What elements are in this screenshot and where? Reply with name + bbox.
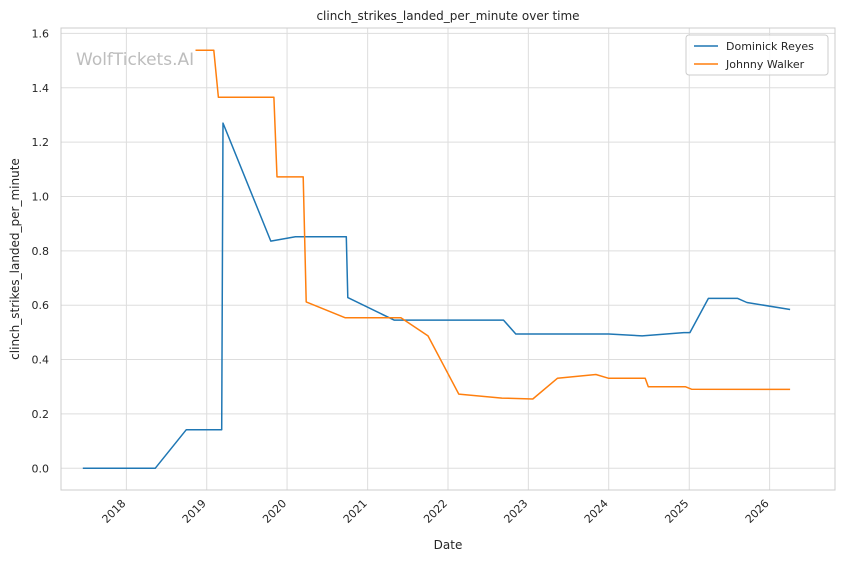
x-tick-label: 2019 bbox=[180, 497, 209, 526]
x-gridlines bbox=[125, 28, 771, 490]
legend-label: Dominick Reyes bbox=[726, 40, 814, 53]
y-axis-label: clinch_strikes_landed_per_minute bbox=[8, 158, 22, 360]
x-tick-label: 2026 bbox=[743, 497, 772, 526]
y-tick-label: 0.4 bbox=[32, 354, 50, 367]
chart-title: clinch_strikes_landed_per_minute over ti… bbox=[316, 9, 579, 23]
legend: Dominick Reyes Johnny Walker bbox=[685, 34, 829, 76]
series-line-dominick-reyes bbox=[82, 122, 791, 470]
y-tick-label: 0.2 bbox=[32, 408, 50, 421]
series-line-johnny-walker bbox=[195, 49, 791, 400]
y-tick-label: 1.0 bbox=[32, 190, 50, 203]
y-tick-label: 1.6 bbox=[32, 27, 50, 40]
x-tick-label: 2023 bbox=[501, 497, 530, 526]
x-tick-label: 2022 bbox=[421, 497, 450, 526]
watermark-text: WolfTickets.AI bbox=[76, 50, 194, 70]
y-tick-label: 1.2 bbox=[32, 136, 50, 149]
y-gridlines bbox=[61, 32, 835, 469]
y-tick-label: 0.8 bbox=[32, 245, 50, 258]
legend-label: Johnny Walker bbox=[725, 58, 805, 71]
x-tick-label: 2020 bbox=[260, 497, 289, 526]
y-tick-label: 0.0 bbox=[32, 462, 50, 475]
x-tick-labels: 2018 2019 2020 2021 2022 2023 2024 2025 2026 bbox=[100, 497, 772, 526]
y-tick-labels: 0.0 0.2 0.4 0.6 0.8 1.0 1.2 1.4 1.6 bbox=[32, 27, 50, 475]
x-tick-label: 2018 bbox=[100, 497, 129, 526]
y-tick-label: 0.6 bbox=[32, 299, 50, 312]
x-tick-label: 2024 bbox=[582, 497, 611, 526]
x-tick-label: 2025 bbox=[662, 497, 691, 526]
x-tick-label: 2021 bbox=[341, 497, 370, 526]
series-lines bbox=[82, 49, 791, 470]
x-axis-label: Date bbox=[434, 538, 463, 552]
legend-box bbox=[685, 34, 829, 76]
plot-area-frame bbox=[60, 27, 836, 491]
y-tick-label: 1.4 bbox=[32, 82, 50, 95]
